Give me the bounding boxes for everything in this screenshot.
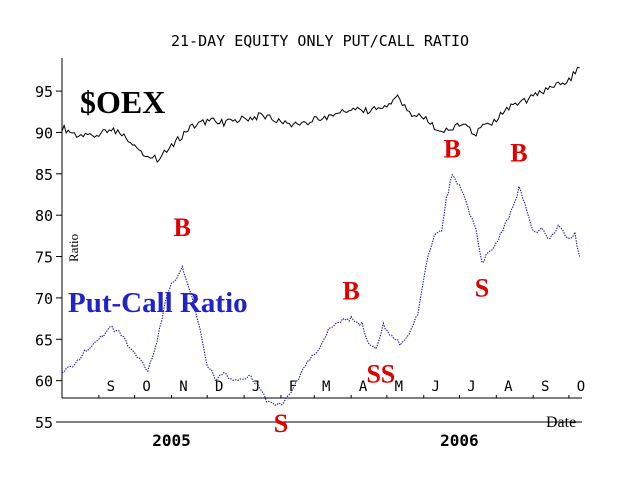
x-axis: S O N D J F M A M J J A S O 2005 2006: [98, 379, 585, 450]
buy-signal: B: [174, 213, 191, 242]
month-tick-label: A: [359, 379, 368, 395]
month-tick-label: S: [541, 379, 549, 395]
sell-signal: S: [274, 409, 288, 438]
chart-title: 21-DAY EQUITY ONLY PUT/CALL RATIO: [171, 32, 469, 50]
put-call-series-label: Put-Call Ratio: [68, 287, 248, 319]
month-tick-label: D: [215, 379, 223, 395]
y-axis-label: Ratio: [66, 234, 81, 262]
buy-signal: B: [444, 134, 461, 163]
y-tick-label: 75: [35, 249, 53, 267]
year-label: 2005: [152, 431, 191, 450]
oex-series-label: $OEX: [80, 84, 165, 120]
month-tick-label: J: [432, 379, 440, 395]
y-axis: 55 60 65 70 75 80 85 90 95: [35, 83, 62, 432]
plot-frame: [61, 58, 582, 423]
y-tick-label: 90: [35, 124, 53, 142]
y-tick-label: 70: [35, 290, 53, 308]
series-layer: [61, 66, 581, 406]
month-tick-label: F: [289, 379, 297, 395]
y-tick-label: 80: [35, 207, 53, 225]
month-tick-label: M: [322, 379, 330, 395]
y-tick-label: 95: [35, 83, 53, 101]
month-tick-label: N: [179, 379, 187, 395]
y-tick-label: 55: [35, 414, 53, 432]
month-tick-label: J: [467, 379, 475, 395]
buy-signal: B: [342, 277, 359, 306]
sell-signal: S: [381, 359, 395, 388]
y-tick-label: 65: [35, 331, 53, 349]
sell-signal: S: [367, 359, 381, 388]
month-tick-label: O: [577, 379, 585, 395]
y-tick-label: 60: [35, 373, 53, 391]
sell-signal: S: [475, 273, 489, 302]
month-tick-label: J: [252, 379, 260, 395]
year-label: 2006: [440, 431, 479, 450]
oex-line: [61, 66, 580, 164]
month-tick-label: M: [395, 379, 403, 395]
put-call-line: [61, 173, 581, 406]
buy-signal: B: [510, 138, 527, 167]
month-tick-label: A: [504, 379, 513, 395]
month-tick-label: O: [142, 379, 150, 395]
y-tick-label: 85: [35, 166, 53, 184]
month-tick-label: S: [107, 379, 115, 395]
x-axis-label: Date: [546, 414, 576, 431]
